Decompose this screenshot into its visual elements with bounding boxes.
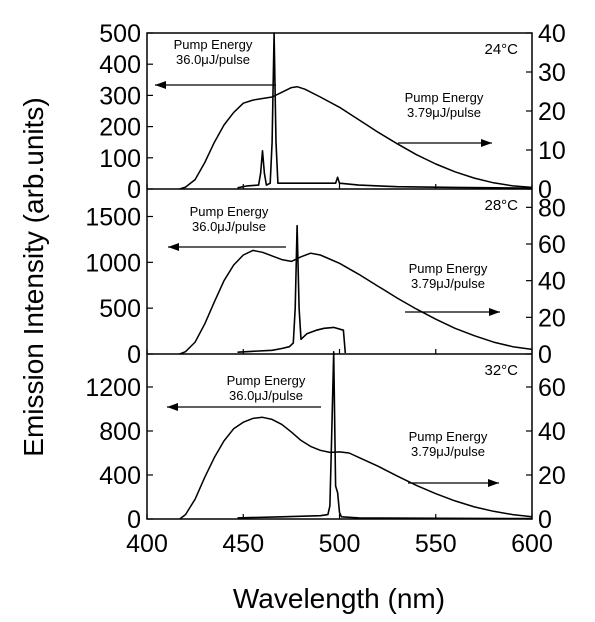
annotation-title: Pump Energy: [174, 37, 253, 52]
annotation-value: 3.79μJ/pulse: [407, 105, 481, 120]
series-line-high-pump: [179, 416, 533, 520]
x-tick-label: 400: [126, 530, 168, 558]
left-tick-label: 1500: [85, 204, 141, 232]
annotation-value: 36.0μJ/pulse: [176, 52, 250, 67]
left-tick-label: 400: [99, 51, 141, 79]
right-tick-label: 20: [538, 304, 566, 332]
right-tick-label: 60: [538, 374, 566, 402]
annotation-value: 36.0μJ/pulse: [192, 219, 266, 234]
x-tick-label: 500: [319, 530, 361, 558]
right-tick-label: 30: [538, 59, 566, 87]
annotation-arrowhead: [489, 308, 500, 316]
series-line-low-pump: [237, 32, 533, 189]
left-tick-label: 0: [127, 506, 141, 534]
annotation-arrowhead: [488, 479, 499, 487]
right-tick-label: 0: [538, 176, 552, 204]
right-tick-label: 80: [538, 194, 566, 222]
temperature-label: 32°C: [484, 362, 518, 379]
annotation-value: 3.79μJ/pulse: [411, 276, 485, 291]
annotation-arrowhead: [481, 139, 492, 147]
right-tick-label: 40: [538, 268, 566, 296]
annotation-value: 3.79μJ/pulse: [411, 444, 485, 459]
series-line-high-pump: [179, 85, 533, 190]
left-tick-label: 0: [127, 176, 141, 204]
annotation-title: Pump Energy: [405, 90, 484, 105]
left-tick-label: 1000: [85, 249, 141, 277]
annotation-title: Pump Energy: [227, 373, 306, 388]
right-tick-label: 40: [538, 418, 566, 446]
right-tick-label: 20: [538, 98, 566, 126]
left-tick-label: 300: [99, 82, 141, 110]
annotation-arrowhead: [155, 81, 166, 89]
right-tick-label: 60: [538, 231, 566, 259]
left-tick-label: 400: [99, 462, 141, 490]
left-tick-label: 1200: [85, 374, 141, 402]
left-tick-label: 800: [99, 418, 141, 446]
annotation-value: 36.0μJ/pulse: [229, 388, 303, 403]
left-tick-label: 200: [99, 114, 141, 142]
series-line-high-pump: [179, 249, 533, 355]
series-line-low-pump: [237, 224, 347, 354]
y-axis-title: Emission Intensity (arb.units): [18, 97, 49, 456]
left-tick-label: 100: [99, 145, 141, 173]
right-tick-label: 20: [538, 462, 566, 490]
left-tick-label: 0: [127, 341, 141, 369]
right-tick-label: 10: [538, 137, 566, 165]
x-tick-label: 450: [222, 530, 264, 558]
annotation-arrowhead: [168, 243, 179, 251]
x-tick-label: 550: [415, 530, 457, 558]
left-tick-label: 500: [99, 295, 141, 323]
right-tick-label: 40: [538, 20, 566, 48]
annotation-title: Pump Energy: [409, 261, 488, 276]
right-tick-label: 0: [538, 341, 552, 369]
right-tick-label: 0: [538, 506, 552, 534]
x-axis-title: Wavelength (nm): [233, 583, 445, 614]
left-tick-label: 500: [99, 20, 141, 48]
annotation-title: Pump Energy: [190, 204, 269, 219]
annotation-arrowhead: [167, 403, 178, 411]
annotation-title: Pump Energy: [409, 429, 488, 444]
x-tick-label: 600: [511, 530, 553, 558]
series-line-low-pump: [237, 351, 533, 520]
temperature-label: 28°C: [484, 197, 518, 214]
temperature-label: 24°C: [484, 41, 518, 58]
